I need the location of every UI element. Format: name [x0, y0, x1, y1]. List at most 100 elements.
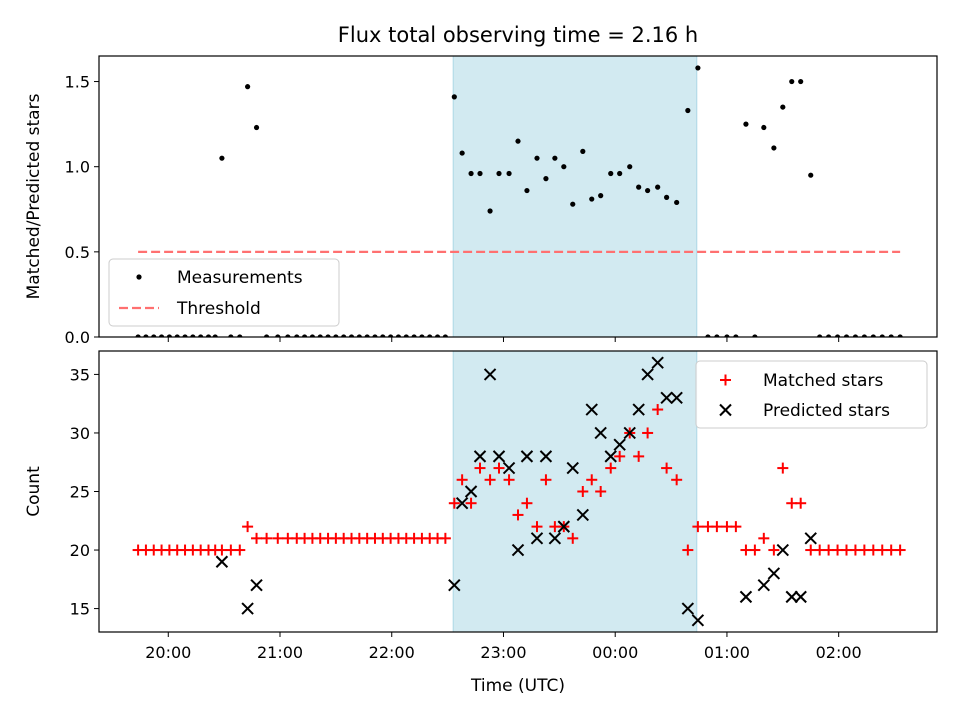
y-tick-label: 25	[70, 483, 90, 502]
measurement-point	[388, 334, 394, 337]
y-tick-label: 0.0	[65, 328, 90, 347]
matched-stars-point	[758, 532, 770, 544]
measurement-point	[356, 334, 362, 337]
legend-label-measurements: Measurements	[177, 268, 303, 288]
predicted-stars-point	[604, 450, 617, 463]
measurement-point	[253, 124, 260, 131]
measurement-point	[843, 334, 850, 337]
measurement-point	[674, 199, 680, 206]
predicted-stars-point	[566, 461, 579, 475]
measurement-point	[487, 208, 493, 214]
measurement-point	[561, 164, 567, 170]
measurement-point	[317, 334, 323, 337]
observing-span	[452, 351, 698, 632]
measurement-point	[182, 334, 188, 337]
measurement-point	[705, 334, 711, 337]
measurement-point	[808, 172, 814, 178]
predicted-stars-point	[548, 532, 562, 545]
measurement-point	[617, 170, 623, 177]
predicted-stars-point	[757, 578, 771, 592]
measurement-point	[570, 201, 576, 207]
matched-stars-point	[633, 450, 645, 462]
predicted-stars-point	[681, 602, 695, 615]
measurement-point	[761, 124, 767, 131]
matched-stars-point	[795, 497, 807, 509]
measurement-point	[714, 334, 720, 337]
measurement-point	[524, 187, 530, 194]
matched-stars-point	[642, 427, 654, 439]
matched-stars-point	[614, 450, 626, 462]
predicted-stars-point	[585, 403, 598, 416]
matched-stars-point	[768, 544, 780, 556]
measurement-point	[506, 170, 512, 177]
matched-stars-point	[577, 486, 589, 497]
predicted-stars-point	[794, 590, 807, 604]
measurement-point	[655, 184, 661, 190]
measurement-point	[552, 155, 558, 161]
measurement-point	[879, 334, 885, 337]
measurement-point	[403, 334, 409, 337]
predicted-stars-point	[623, 426, 636, 440]
legend-label-predicted: Predicted stars	[763, 401, 890, 421]
measurement-point	[798, 78, 804, 85]
measurement-point	[427, 334, 433, 337]
matched-stars-point	[448, 497, 460, 509]
predicted-stars-point	[767, 567, 781, 580]
predicted-stars-point	[670, 391, 683, 405]
measurement-point	[685, 107, 691, 114]
matched-stars-point	[474, 462, 486, 474]
predicted-stars-point	[785, 590, 798, 604]
measurement-point	[627, 164, 633, 170]
predicted-stars-point	[530, 532, 544, 545]
legend: Measurements Threshold	[108, 258, 340, 327]
measurement-point	[861, 334, 867, 337]
measurement-point	[228, 334, 234, 337]
matched-stars-point	[540, 474, 552, 486]
measurement-point	[275, 334, 281, 337]
measurement-point	[477, 170, 483, 177]
predicted-stars-point	[464, 485, 478, 498]
matched-stars-point	[730, 521, 742, 533]
predicted-stars-point	[613, 438, 626, 451]
predicted-stars-point	[492, 450, 506, 463]
matched-stars-point	[605, 462, 617, 474]
matched-stars-point	[242, 521, 254, 533]
predicted-stars-point	[660, 391, 673, 405]
predicted-stars-point	[632, 403, 645, 416]
measurement-point	[771, 145, 777, 151]
measurement-point	[219, 155, 225, 161]
y-tick-label: 20	[70, 541, 90, 560]
predicted-stars-point	[250, 578, 263, 592]
legend-matched-marker	[720, 374, 731, 386]
measurement-point	[826, 334, 832, 337]
measurement-point	[158, 334, 165, 337]
measurement-point	[166, 334, 172, 337]
measurement-point	[636, 184, 642, 190]
matched-stars-point	[711, 521, 723, 533]
matched-stars-point	[484, 474, 496, 486]
measurement-point	[543, 176, 549, 182]
predicted-stars-point	[215, 555, 229, 568]
x-tick-label: 20:00	[145, 643, 191, 662]
predicted-stars-point	[502, 461, 516, 475]
measurement-point	[380, 334, 386, 337]
measurement-point	[888, 334, 894, 337]
measurement-point	[325, 334, 331, 337]
y-tick-label: 30	[70, 424, 90, 443]
measurement-point	[897, 334, 903, 337]
matched-stars-point	[531, 521, 543, 533]
observing-span	[452, 56, 698, 337]
measurement-point	[264, 334, 270, 337]
measurement-point	[198, 334, 204, 337]
matched-stars-point	[661, 462, 673, 474]
measurement-point	[285, 334, 291, 337]
x-tick-label: 23:00	[480, 643, 526, 662]
predicted-stars-point	[776, 543, 790, 557]
measurement-point	[780, 104, 786, 110]
measurement-point	[419, 334, 425, 337]
measurement-point	[752, 334, 758, 337]
x-tick-label: 22:00	[369, 643, 415, 662]
measurement-point	[364, 334, 370, 337]
y-tick-label: 1.0	[65, 158, 90, 177]
matched-stars-point	[439, 532, 451, 544]
